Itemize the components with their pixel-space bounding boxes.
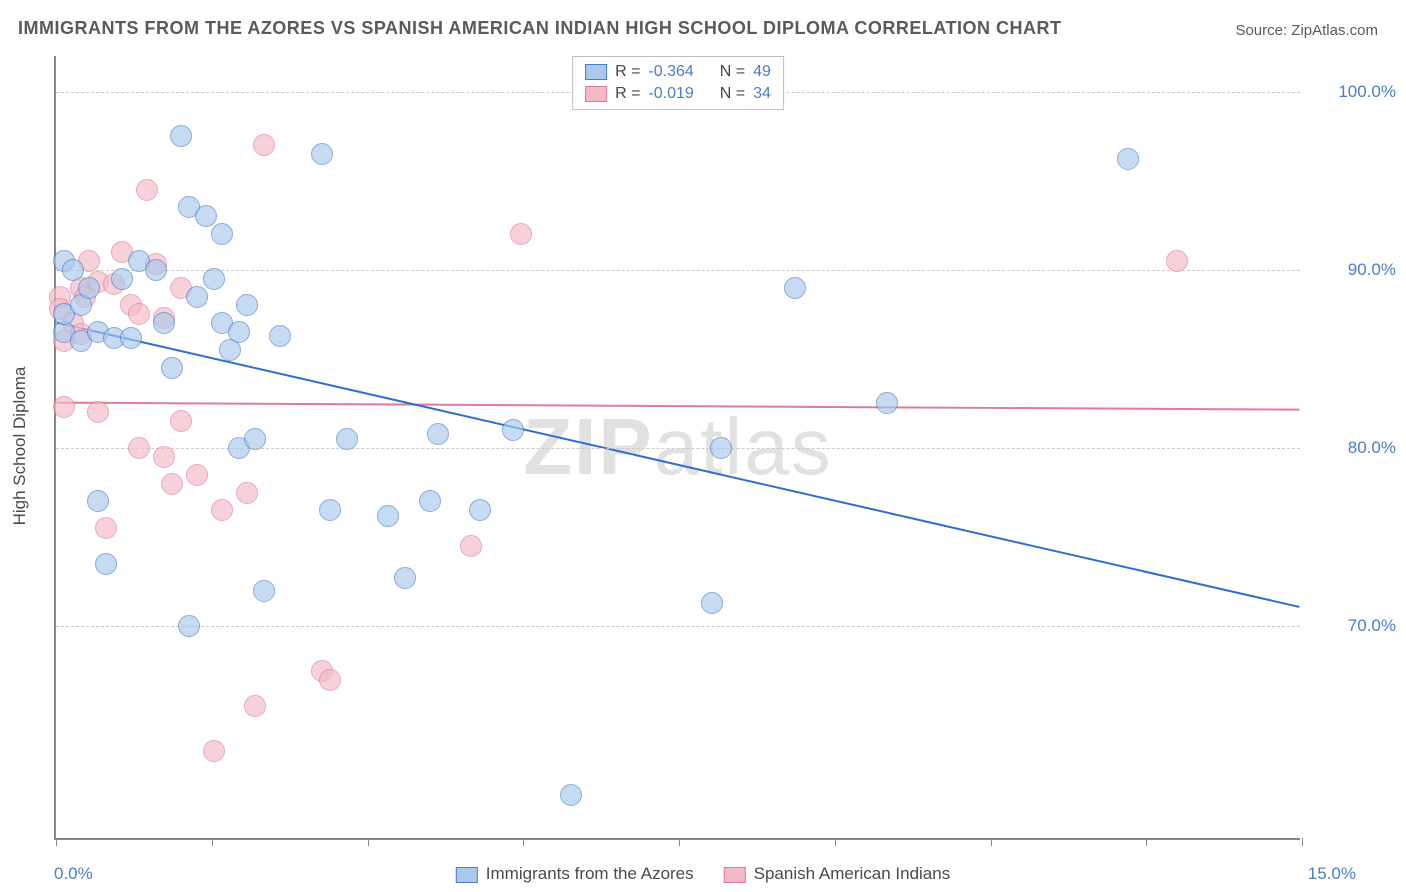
chart-title: IMMIGRANTS FROM THE AZORES VS SPANISH AM…: [18, 18, 1062, 39]
legend-r-value: -0.364: [648, 63, 693, 81]
data-point: [319, 669, 341, 691]
data-point: [1117, 148, 1139, 170]
data-point: [170, 125, 192, 147]
legend-swatch: [585, 86, 607, 102]
y-axis-label: High School Diploma: [10, 367, 30, 526]
data-point: [427, 423, 449, 445]
data-point: [195, 205, 217, 227]
data-point: [203, 268, 225, 290]
watermark: ZIPatlas: [523, 401, 832, 493]
legend-item: Immigrants from the Azores: [456, 864, 694, 884]
data-point: [128, 303, 150, 325]
y-tick-label: 90.0%: [1316, 260, 1396, 280]
trend-line: [57, 403, 1300, 410]
legend-n-label: N =: [720, 63, 745, 81]
scatter-plot: ZIPatlas R =-0.364N =49R =-0.019N =34 70…: [54, 56, 1300, 840]
data-point: [170, 410, 192, 432]
legend-n-label: N =: [720, 85, 745, 103]
data-point: [701, 592, 723, 614]
data-point: [153, 312, 175, 334]
correlation-legend: R = -0.364 N = 49 R = -0.019 N = 34: [572, 56, 784, 110]
data-point: [460, 535, 482, 557]
trend-line: [57, 323, 1300, 607]
data-point: [87, 401, 109, 423]
legend-r-label: R =: [615, 85, 640, 103]
data-point: [469, 499, 491, 521]
data-point: [394, 567, 416, 589]
data-point: [128, 437, 150, 459]
data-point: [120, 327, 142, 349]
legend-series-name: Immigrants from the Azores: [486, 864, 694, 883]
gridline: [56, 270, 1300, 271]
y-tick-label: 70.0%: [1316, 616, 1396, 636]
data-point: [236, 294, 258, 316]
data-point: [161, 473, 183, 495]
data-point: [784, 277, 806, 299]
data-point: [244, 695, 266, 717]
data-point: [253, 580, 275, 602]
data-point: [236, 482, 258, 504]
data-point: [510, 223, 532, 245]
data-point: [377, 505, 399, 527]
data-point: [319, 499, 341, 521]
x-tick: [56, 838, 57, 846]
data-point: [876, 392, 898, 414]
x-tick-label-end: 15.0%: [1308, 864, 1356, 884]
data-point: [244, 428, 266, 450]
data-point: [336, 428, 358, 450]
data-point: [161, 357, 183, 379]
x-tick: [368, 838, 369, 846]
data-point: [95, 553, 117, 575]
legend-r-label: R =: [615, 63, 640, 81]
data-point: [211, 223, 233, 245]
x-tick: [1146, 838, 1147, 846]
x-tick: [1302, 838, 1303, 846]
data-point: [228, 321, 250, 343]
data-point: [136, 179, 158, 201]
data-point: [95, 517, 117, 539]
x-tick: [835, 838, 836, 846]
legend-r-value: -0.019: [648, 85, 693, 103]
legend-swatch: [585, 64, 607, 80]
y-tick-label: 80.0%: [1316, 438, 1396, 458]
x-tick: [212, 838, 213, 846]
data-point: [145, 259, 167, 281]
data-point: [178, 615, 200, 637]
legend-row: R = -0.019 N = 34: [585, 83, 771, 105]
data-point: [87, 490, 109, 512]
gridline: [56, 626, 1300, 627]
data-point: [153, 446, 175, 468]
data-point: [710, 437, 732, 459]
data-point: [78, 277, 100, 299]
data-point: [53, 396, 75, 418]
data-point: [269, 325, 291, 347]
data-point: [111, 268, 133, 290]
legend-item: Spanish American Indians: [724, 864, 951, 884]
data-point: [419, 490, 441, 512]
series-legend: Immigrants from the Azores Spanish Americ…: [456, 864, 950, 884]
legend-swatch: [724, 867, 746, 883]
legend-series-name: Spanish American Indians: [754, 864, 951, 883]
data-point: [311, 143, 333, 165]
x-tick: [679, 838, 680, 846]
x-tick: [523, 838, 524, 846]
data-point: [62, 259, 84, 281]
data-point: [186, 464, 208, 486]
data-point: [502, 419, 524, 441]
data-point: [253, 134, 275, 156]
data-point: [186, 286, 208, 308]
x-tick-label-start: 0.0%: [54, 864, 93, 884]
legend-row: R = -0.364 N = 49: [585, 61, 771, 83]
data-point: [560, 784, 582, 806]
data-point: [1166, 250, 1188, 272]
legend-swatch: [456, 867, 478, 883]
y-tick-label: 100.0%: [1316, 82, 1396, 102]
x-tick: [991, 838, 992, 846]
legend-n-value: 34: [753, 85, 771, 103]
source-attribution: Source: ZipAtlas.com: [1235, 22, 1378, 39]
legend-n-value: 49: [753, 63, 771, 81]
data-point: [203, 740, 225, 762]
data-point: [211, 499, 233, 521]
